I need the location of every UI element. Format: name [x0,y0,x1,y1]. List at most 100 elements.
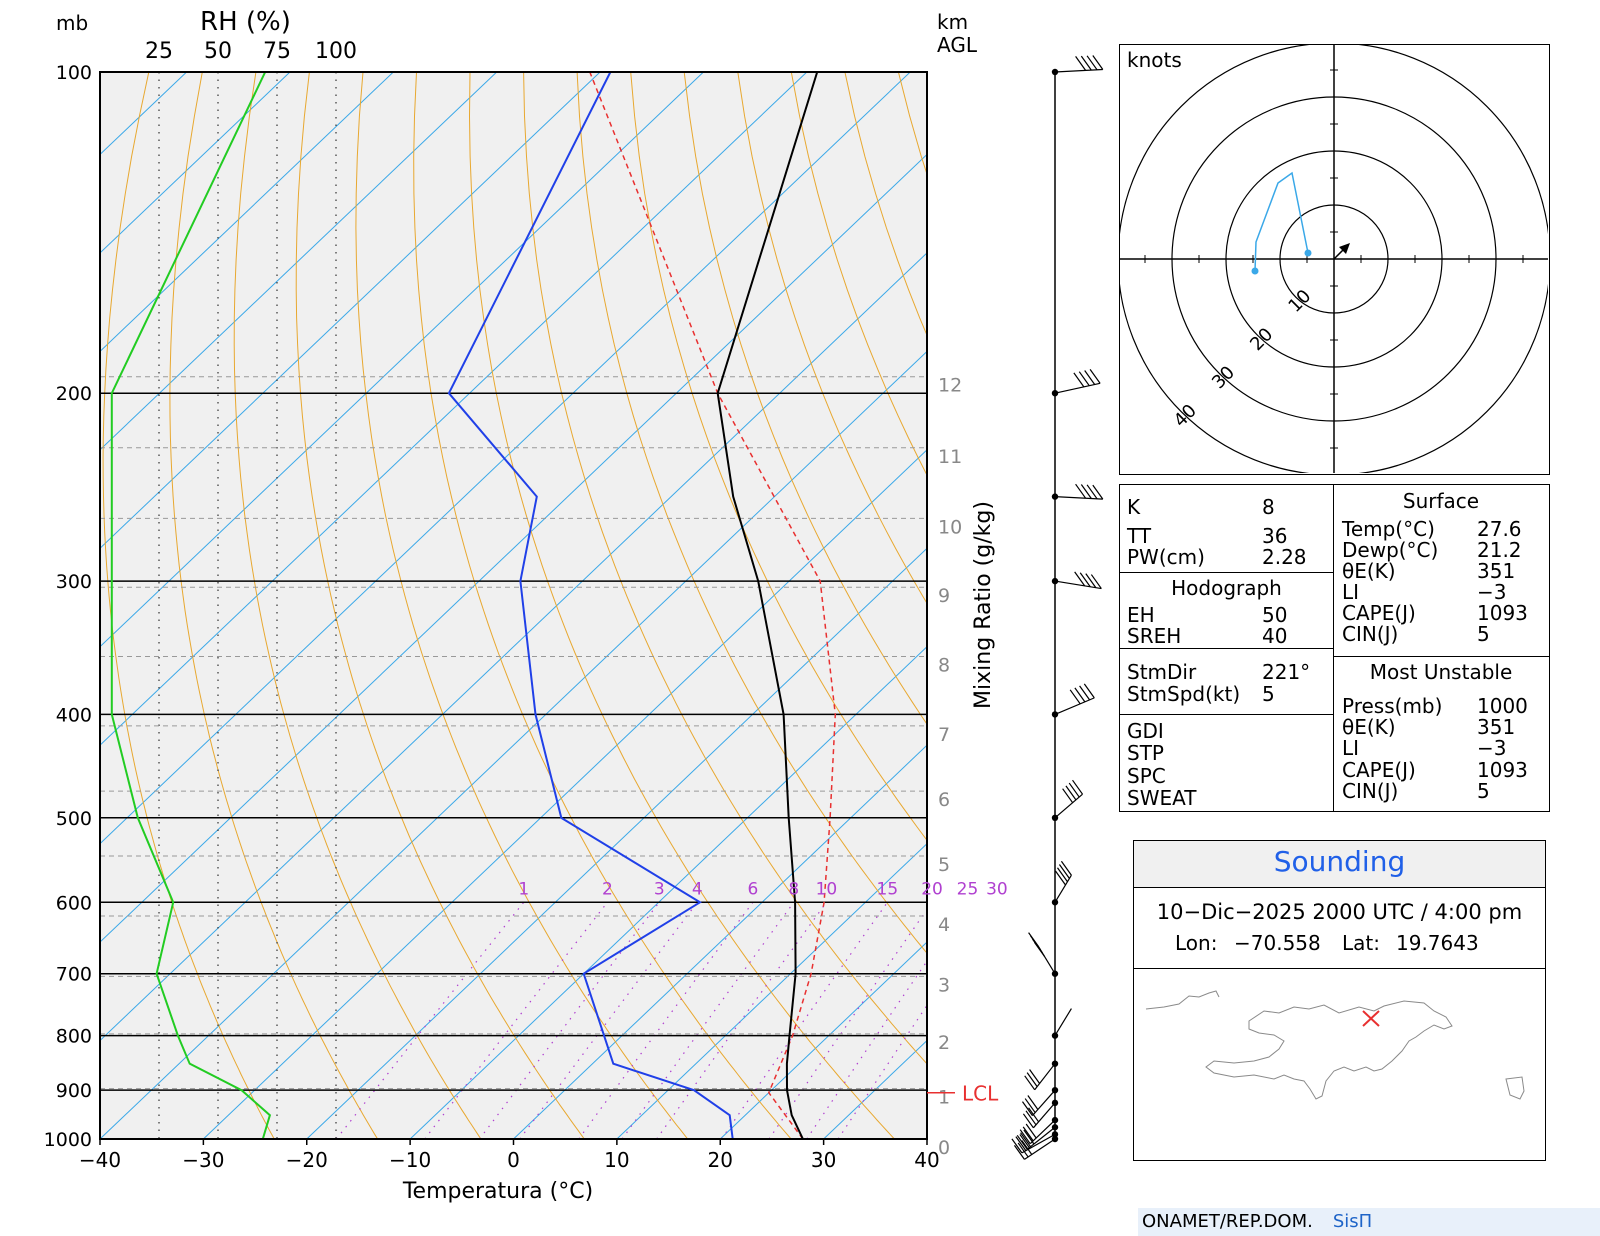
mu-cape-label: CAPE(J) [1342,758,1416,782]
temperature-tick-label: 20 [708,1148,733,1172]
mu-li-value: −3 [1477,736,1507,760]
wind-barb-flag [1060,860,1072,876]
wind-barb-flag [1022,1113,1034,1129]
footer-bar: ONAMET/REP.DOM. SisΠ [1138,1208,1600,1236]
pressure-tick-label: 600 [56,892,92,914]
height-tick-label: 2 [938,1032,950,1054]
dry-adiabat-line [233,72,482,1139]
location-map [1145,990,1525,1100]
mixing-ratio-label: 4 [692,879,703,899]
wind-barb-flag [1055,870,1066,886]
temperature-tick-label: −20 [286,1148,328,1172]
wind-barb-flag [1022,1126,1034,1142]
wind-barb-flag [1079,685,1091,701]
isotherm-line [100,72,704,648]
wind-barb-flag [1083,683,1095,699]
isotherm-line [719,941,927,1139]
pressure-tick-label: 500 [56,808,92,830]
wind-barb-flag [1086,484,1098,500]
surface-cape-value: 1093 [1477,601,1528,625]
wind-barb-flag [1056,867,1068,883]
wind-barb-shaft [1054,580,1102,590]
temperature-tick-label: −10 [389,1148,431,1172]
wind-barb-flag [1025,1123,1037,1139]
height-tick-label: 6 [938,789,950,811]
wind-barb-flag [1011,1138,1023,1154]
storm-direction-label: StmDir [1127,660,1197,684]
wind-barb-shaft [1054,697,1095,715]
wind-barb-flag [1029,1069,1041,1084]
dry-adiabat-line [737,72,927,605]
wind-barb-flag [1020,1132,1032,1148]
tt-index-value: 36 [1262,524,1288,548]
wind-barb-flag [1090,574,1102,589]
wind-barb-shaft [1021,1133,1056,1154]
mu-cin-value: 5 [1477,779,1490,803]
indices-table: K 8 TT 36 PW(cm) 2.28 Hodograph EH 50 SR… [1119,484,1550,812]
sounding-lon-label: Lon: [1175,931,1218,955]
most-unstable-title: Most Unstable [1369,660,1513,684]
surface-temp-label: Temp(°C) [1342,517,1435,541]
stp-label: STP [1127,741,1164,765]
isotherm-line [100,72,808,746]
temperature-profile-line [716,72,819,1139]
cuba-coastline [1145,990,1220,1010]
surface-cape-label: CAPE(J) [1342,601,1416,625]
height-tick-label: 9 [938,585,950,607]
wind-barb-flag [1068,782,1080,798]
dry-adiabat-line [295,72,585,1139]
wind-barb-flag [1015,1136,1027,1151]
sounding-location-marker [1362,1010,1380,1027]
isotherm-line [100,72,291,254]
storm-speed-label: StmSpd(kt) [1127,682,1241,706]
footer-org: ONAMET/REP.DOM. [1142,1211,1313,1232]
rh-axis-title: RH (%) [200,7,291,37]
wind-barb-flag [1085,573,1097,588]
hodograph-ring-label: 10 [1284,286,1315,317]
k-index-value: 8 [1262,495,1275,519]
dry-adiabat-line [576,72,927,954]
mu-cape-value: 1093 [1477,758,1528,782]
mixing-ratio-label: 30 [986,879,1008,899]
mixing-ratio-label: 15 [877,879,899,899]
wind-barb-shaft [1054,874,1072,903]
rh-profile-line [110,72,272,1139]
dry-adiabat-line [683,72,927,726]
surface-thetae-value: 351 [1477,559,1516,583]
hispaniola-coastline [1205,1000,1453,1100]
storm-motion-arrowhead [1339,243,1350,254]
eh-label: EH [1127,603,1155,627]
temperature-tick-label: −40 [79,1148,121,1172]
hodograph-end-point [1304,249,1312,257]
pressure-tick-label: 900 [56,1080,92,1102]
isotherm-line [616,842,927,1139]
wind-barb-flag [1019,1129,1031,1145]
wind-barb-flag [1024,1098,1036,1113]
spc-label: SPC [1127,764,1166,788]
sreh-value: 40 [1262,624,1288,648]
isotherm-line [100,72,601,549]
mixing-ratio-label: 3 [654,879,665,899]
mb-label: mb [56,11,88,35]
hodograph-units-label: knots [1127,48,1182,72]
temperature-tick-label: 10 [604,1148,629,1172]
wind-barb-flag [1026,1072,1038,1088]
wind-barb-flag [1069,689,1081,705]
sounding-info-panel: Sounding 10−Dic−2025 2000 UTC / 4:00 pm … [1133,840,1546,1161]
pressure-tick-label: 800 [56,1026,92,1048]
wind-barb-flag [1075,483,1087,499]
height-tick-label: 7 [938,724,950,746]
isotherm-line [100,153,927,943]
pw-value: 2.28 [1262,545,1307,569]
dry-adiabat-line [413,72,792,1139]
height-tick-label: 10 [938,516,962,538]
temperature-tick-label: 40 [914,1148,939,1172]
wind-barb-flag [1092,484,1104,500]
mu-cin-label: CIN(J) [1342,779,1399,803]
surface-dewp-value: 21.2 [1477,538,1522,562]
sounding-title: Sounding [1273,845,1406,878]
height-tick-label: 1 [938,1087,950,1109]
wind-barb-flag [1017,1142,1029,1158]
